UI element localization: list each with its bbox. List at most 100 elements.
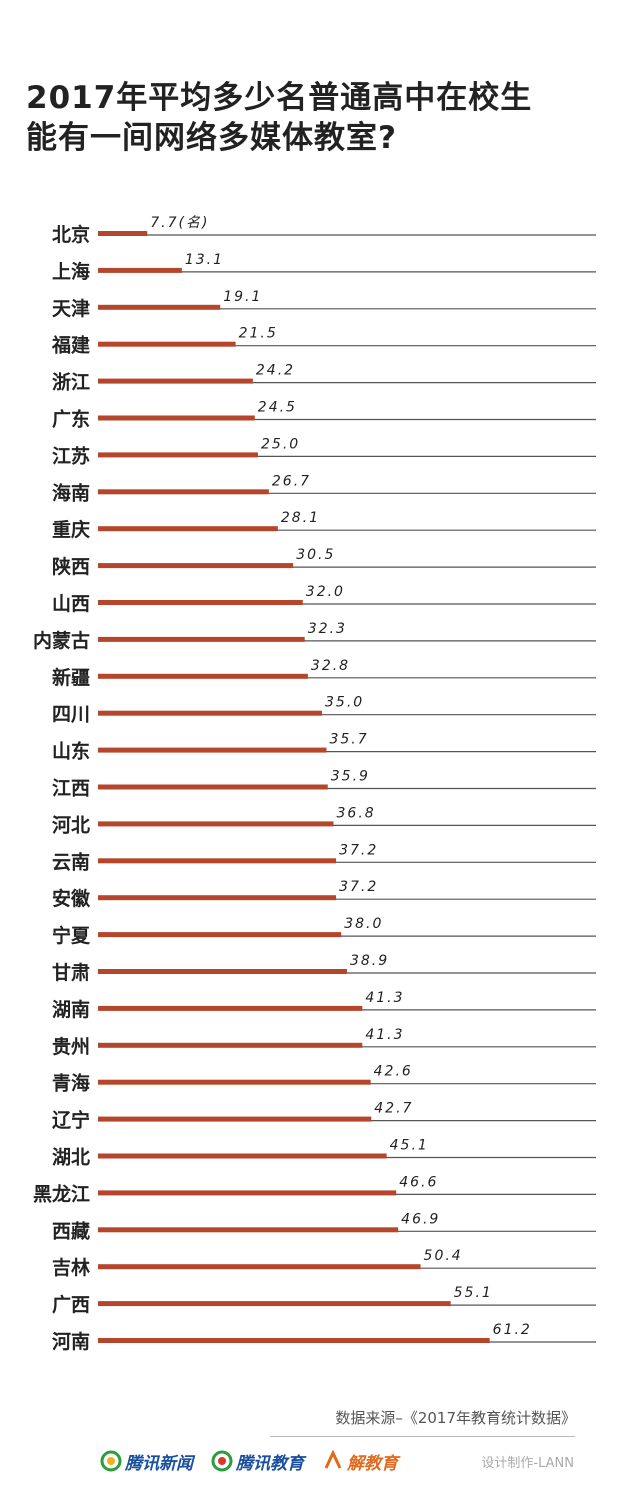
bar (98, 341, 236, 347)
value-label: 42.7 (374, 1101, 413, 1117)
bar (98, 1190, 397, 1196)
value-label: 7.7(名) (150, 215, 209, 231)
value-label: 35.9 (331, 769, 370, 785)
bar (98, 784, 328, 790)
bar (98, 858, 337, 864)
category-label: 黑龙江 (33, 1182, 90, 1205)
bar (98, 1079, 371, 1085)
data-source: 数据来源–《2017年教育统计数据》 (335, 1409, 576, 1427)
bar (98, 710, 322, 716)
category-label: 青海 (52, 1072, 90, 1095)
bar (98, 452, 258, 458)
category-label: 安徽 (52, 887, 91, 910)
value-label: 55.1 (454, 1285, 493, 1301)
value-label: 24.5 (258, 400, 297, 416)
category-label: 山西 (52, 593, 90, 615)
tencent-edu-text: 腾讯教育 (236, 1453, 304, 1474)
bar (98, 821, 334, 827)
bar (98, 747, 327, 753)
bar (98, 1153, 387, 1159)
bar (98, 1005, 363, 1011)
bar (98, 1301, 451, 1307)
logo-row: 腾讯新闻 腾讯教育 解教育 (100, 1446, 398, 1476)
value-label: 25.0 (261, 436, 300, 452)
bar (98, 1042, 363, 1048)
bar (98, 267, 182, 273)
value-label: 42.6 (374, 1064, 413, 1080)
bar (98, 895, 337, 901)
category-label: 宁夏 (52, 924, 91, 947)
category-label: 重庆 (52, 518, 90, 541)
bar (98, 636, 305, 642)
tencent-edu-icon (211, 1450, 233, 1472)
value-label: 30.5 (296, 547, 335, 563)
value-label: 41.3 (365, 1027, 404, 1043)
tencent-news-text: 腾讯新闻 (125, 1453, 193, 1474)
value-label: 28.1 (281, 510, 320, 526)
value-label: 46.6 (399, 1174, 438, 1190)
category-label: 湖南 (52, 999, 90, 1021)
category-label: 河北 (52, 814, 90, 836)
value-label: 38.0 (344, 916, 383, 932)
bar (98, 1338, 490, 1343)
value-label: 45.1 (390, 1138, 429, 1154)
category-label: 西藏 (52, 1219, 90, 1242)
jie-edu-icon (324, 1450, 342, 1469)
category-label: 吉林 (52, 1256, 90, 1279)
bar (98, 673, 308, 679)
bar (98, 563, 294, 569)
bar (98, 600, 303, 605)
bar (98, 415, 255, 421)
category-label: 江西 (52, 778, 90, 800)
tencent-news-logo: 腾讯新闻 (100, 1449, 193, 1474)
bar (98, 969, 347, 974)
bar (98, 1116, 372, 1122)
value-label: 32.0 (306, 584, 345, 600)
chart-title: 2017年平均多少名普通高中在校生 能有一间网络多媒体教室? (26, 78, 532, 158)
chart-title-line-1: 2017年平均多少名普通高中在校生 (26, 80, 533, 116)
value-label: 35.0 (325, 695, 364, 711)
value-label: 37.2 (339, 879, 378, 895)
value-label: 21.5 (239, 326, 278, 342)
category-label: 甘肃 (52, 961, 90, 984)
value-label: 24.2 (256, 363, 295, 379)
tencent-news-icon (100, 1450, 122, 1472)
category-label: 辽宁 (52, 1109, 90, 1132)
bar (98, 932, 342, 938)
category-label: 贵州 (52, 1036, 90, 1058)
category-label: 浙江 (52, 371, 90, 394)
footer-divider (270, 1436, 575, 1437)
value-label: 41.3 (365, 990, 404, 1006)
bar (98, 489, 269, 495)
jie-edu-logo: 解教育 (322, 1449, 398, 1474)
value-label: 32.8 (311, 658, 350, 674)
tencent-edu-logo: 腾讯教育 (211, 1449, 304, 1474)
jie-edu-text: 解教育 (347, 1453, 398, 1474)
category-label: 福建 (51, 334, 90, 357)
category-label: 湖北 (52, 1147, 90, 1169)
chart-title-line-2: 能有一间网络多媒体教室? (26, 120, 397, 156)
category-label: 陕西 (52, 555, 90, 578)
category-label: 山东 (52, 740, 90, 763)
category-label: 四川 (52, 704, 90, 726)
category-label: 云南 (52, 851, 90, 873)
category-label: 天津 (52, 297, 90, 320)
category-label: 海南 (52, 481, 90, 504)
category-label: 上海 (52, 260, 90, 283)
bar (98, 1227, 399, 1233)
category-label: 广东 (52, 408, 90, 431)
bar-chart: 北京 7.7(名) 上海 13.1 天津 19.1 福建 21.5 浙江 24.2 广东 24.5 江苏… (33, 215, 596, 1353)
category-label: 广西 (52, 1293, 90, 1316)
bar (98, 304, 221, 310)
value-label: 50.4 (424, 1248, 463, 1264)
category-label: 北京 (52, 223, 90, 246)
value-label: 32.3 (308, 621, 347, 637)
value-label: 36.8 (337, 805, 376, 821)
bar (98, 526, 278, 532)
value-label: 13.1 (185, 252, 224, 268)
value-label: 35.7 (329, 732, 368, 748)
value-label: 37.2 (339, 842, 378, 858)
value-label: 19.1 (223, 289, 262, 305)
bar (98, 231, 148, 236)
value-label: 38.9 (350, 953, 389, 969)
